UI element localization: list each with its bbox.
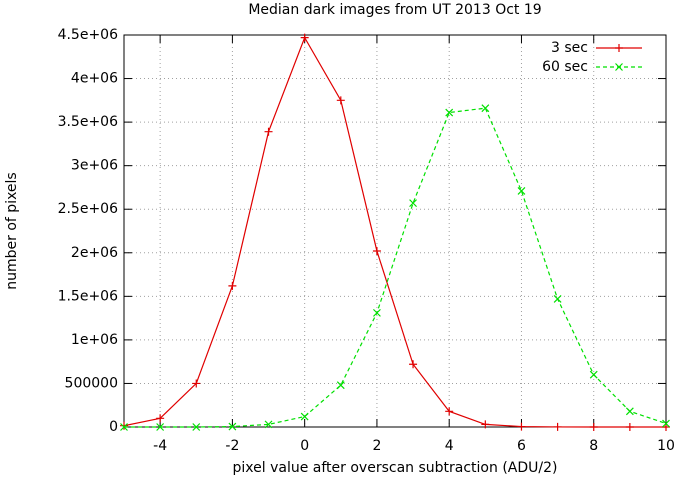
point-marker (228, 422, 237, 431)
point-marker (228, 281, 237, 290)
point-marker (553, 422, 562, 431)
y-tick-label: 4.5e+06 (58, 27, 119, 43)
point-marker (625, 423, 634, 431)
x-tick-label: -2 (225, 438, 239, 454)
point-marker (373, 308, 381, 317)
y-tick-label: 3.5e+06 (58, 114, 119, 130)
point-marker (192, 423, 201, 431)
point-marker (517, 187, 526, 195)
point-marker (553, 295, 562, 303)
point-marker (300, 33, 309, 42)
point-marker (481, 420, 490, 429)
point-marker (192, 379, 201, 388)
point-marker (156, 414, 165, 423)
point-marker (120, 423, 128, 431)
plot-border (123, 34, 667, 428)
legend-label: 60 sec (542, 59, 588, 75)
point-marker (615, 63, 623, 71)
y-tick-label: 4e+06 (71, 71, 118, 87)
point-marker (336, 96, 345, 105)
x-tick-label: 0 (300, 438, 309, 454)
chart-title: Median dark images from UT 2013 Oct 19 (248, 2, 541, 18)
point-marker (589, 423, 598, 431)
y-tick-label: 2e+06 (71, 245, 118, 261)
point-marker (409, 360, 418, 369)
point-marker (264, 420, 273, 429)
point-marker (589, 370, 598, 379)
point-marker (409, 199, 417, 208)
x-tick-label: 4 (445, 438, 454, 454)
point-marker (615, 44, 623, 52)
y-tick-label: 2.5e+06 (58, 201, 119, 217)
point-marker (156, 423, 165, 431)
series-line (123, 36, 666, 428)
y-tick-label: 0 (109, 419, 118, 435)
y-axis-label: number of pixels (4, 172, 20, 289)
y-tick-label: 1.5e+06 (58, 288, 119, 304)
point-marker (445, 108, 454, 117)
point-marker (517, 422, 526, 431)
point-marker (625, 407, 634, 416)
x-tick-label: 6 (517, 438, 526, 454)
x-axis-label: pixel value after overscan subtraction (… (233, 460, 558, 476)
point-marker (481, 104, 490, 113)
series-line (124, 107, 667, 428)
point-marker (372, 247, 381, 256)
y-tick-label: 3e+06 (71, 158, 118, 174)
point-marker (300, 412, 309, 421)
x-tick-label: 10 (657, 438, 675, 454)
y-tick-label: 500000 (65, 375, 118, 391)
x-tick-label: 8 (589, 438, 598, 454)
point-marker (120, 421, 128, 430)
y-tick-label: 1e+06 (71, 332, 118, 348)
x-tick-label: 2 (372, 438, 381, 454)
legend-label: 3 sec (551, 40, 588, 56)
point-marker (264, 127, 273, 136)
x-tick-label: -4 (153, 438, 167, 454)
point-marker (336, 381, 345, 390)
point-marker (662, 419, 670, 428)
point-marker (445, 407, 454, 416)
